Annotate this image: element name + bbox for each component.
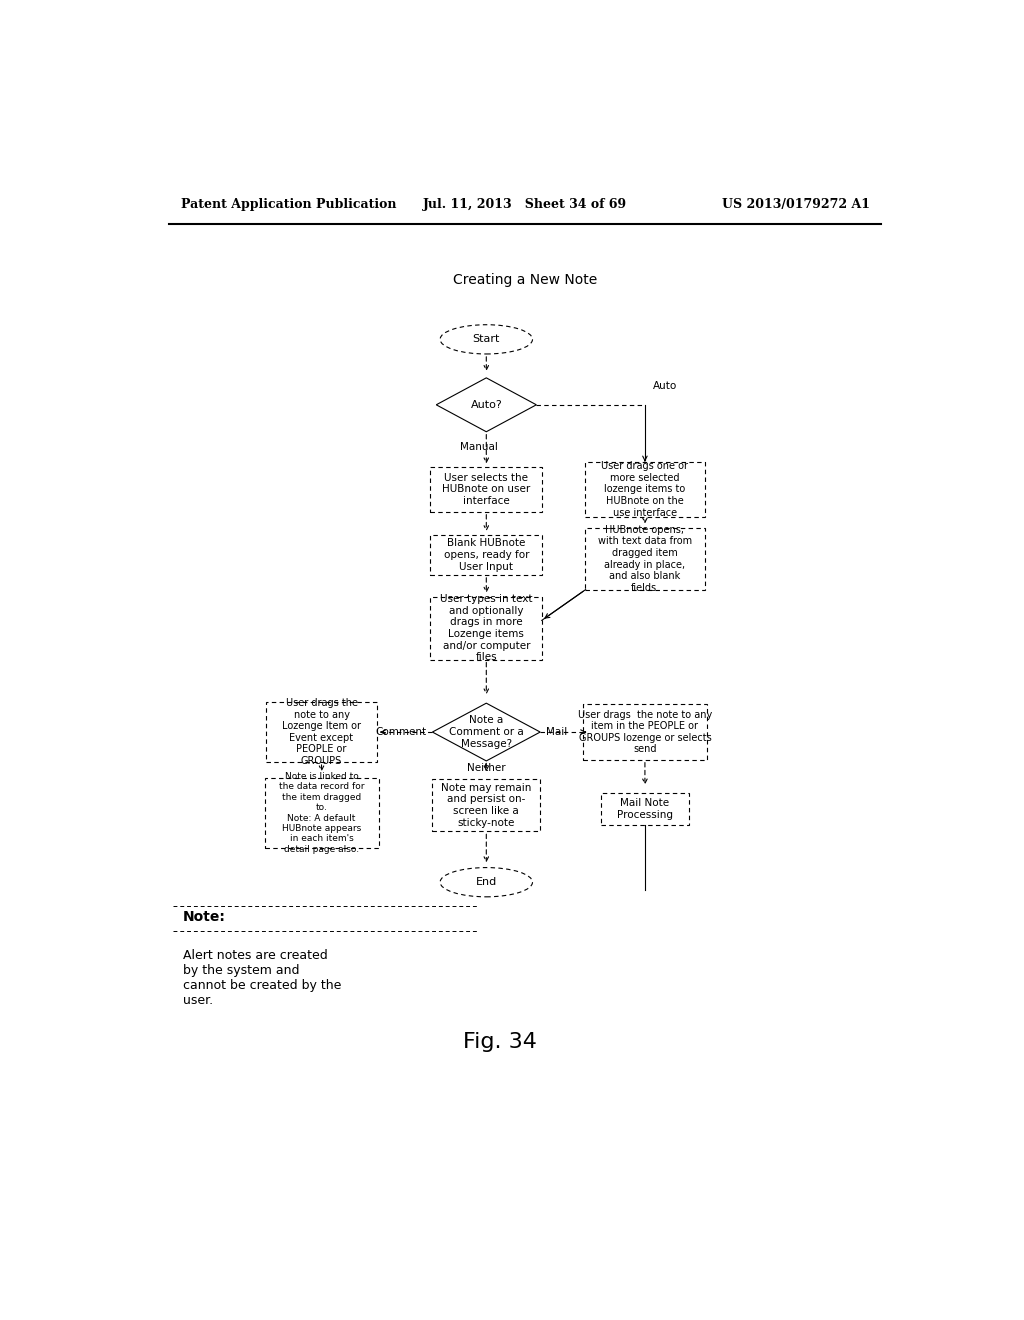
FancyBboxPatch shape [430,467,542,512]
Text: US 2013/0179272 A1: US 2013/0179272 A1 [722,198,869,211]
Text: Manual: Manual [460,442,498,453]
Ellipse shape [440,325,532,354]
Text: Auto?: Auto? [470,400,502,409]
Text: User drags the
note to any
Lozenge Item or
Event except
PEOPLE or
GROUPS: User drags the note to any Lozenge Item … [282,698,361,766]
Polygon shape [436,378,537,432]
Text: Mail Note
Processing: Mail Note Processing [616,799,673,820]
Text: Note:: Note: [183,909,226,924]
Text: Note may remain
and persist on-
screen like a
sticky-note: Note may remain and persist on- screen l… [441,783,531,828]
Text: Comment: Comment [375,727,426,737]
FancyBboxPatch shape [584,705,707,760]
FancyBboxPatch shape [264,779,379,847]
Ellipse shape [440,867,532,896]
Text: Creating a New Note: Creating a New Note [453,273,597,286]
Text: User drags one or
more selected
lozenge items to
HUBnote on the
use interface: User drags one or more selected lozenge … [601,461,688,517]
Text: Blank HUBnote
opens, ready for
User Input: Blank HUBnote opens, ready for User Inpu… [443,539,529,572]
Text: Patent Application Publication: Patent Application Publication [180,198,396,211]
Polygon shape [432,704,541,760]
Text: End: End [476,878,497,887]
Text: User types in text
and optionally
drags in more
Lozenge items
and/or computer
fi: User types in text and optionally drags … [440,594,532,663]
FancyBboxPatch shape [601,793,689,825]
Text: Note is linked to
the data record for
the item dragged
to.
Note: A default
HUBno: Note is linked to the data record for th… [279,772,365,854]
Text: Jul. 11, 2013   Sheet 34 of 69: Jul. 11, 2013 Sheet 34 of 69 [423,198,627,211]
Text: User drags  the note to any
item in the PEOPLE or
GROUPS lozenge or selects
send: User drags the note to any item in the P… [578,710,712,755]
Text: HUBnote opens,
with text data from
dragged item
already in place,
and also blank: HUBnote opens, with text data from dragg… [598,525,692,593]
FancyBboxPatch shape [430,535,542,576]
FancyBboxPatch shape [586,462,705,517]
Text: Start: Start [473,334,500,345]
FancyBboxPatch shape [430,597,542,660]
Text: Neither: Neither [467,763,506,774]
FancyBboxPatch shape [586,528,705,590]
FancyBboxPatch shape [432,779,541,832]
Text: Note a
Comment or a
Message?: Note a Comment or a Message? [449,715,523,748]
Text: Mail: Mail [547,727,567,737]
FancyBboxPatch shape [265,702,378,762]
Text: User selects the
HUBnote on user
interface: User selects the HUBnote on user interfa… [442,473,530,506]
Text: Alert notes are created
by the system and
cannot be created by the
user.: Alert notes are created by the system an… [183,949,341,1007]
Text: Auto: Auto [652,380,677,391]
Text: Fig. 34: Fig. 34 [463,1032,538,1052]
